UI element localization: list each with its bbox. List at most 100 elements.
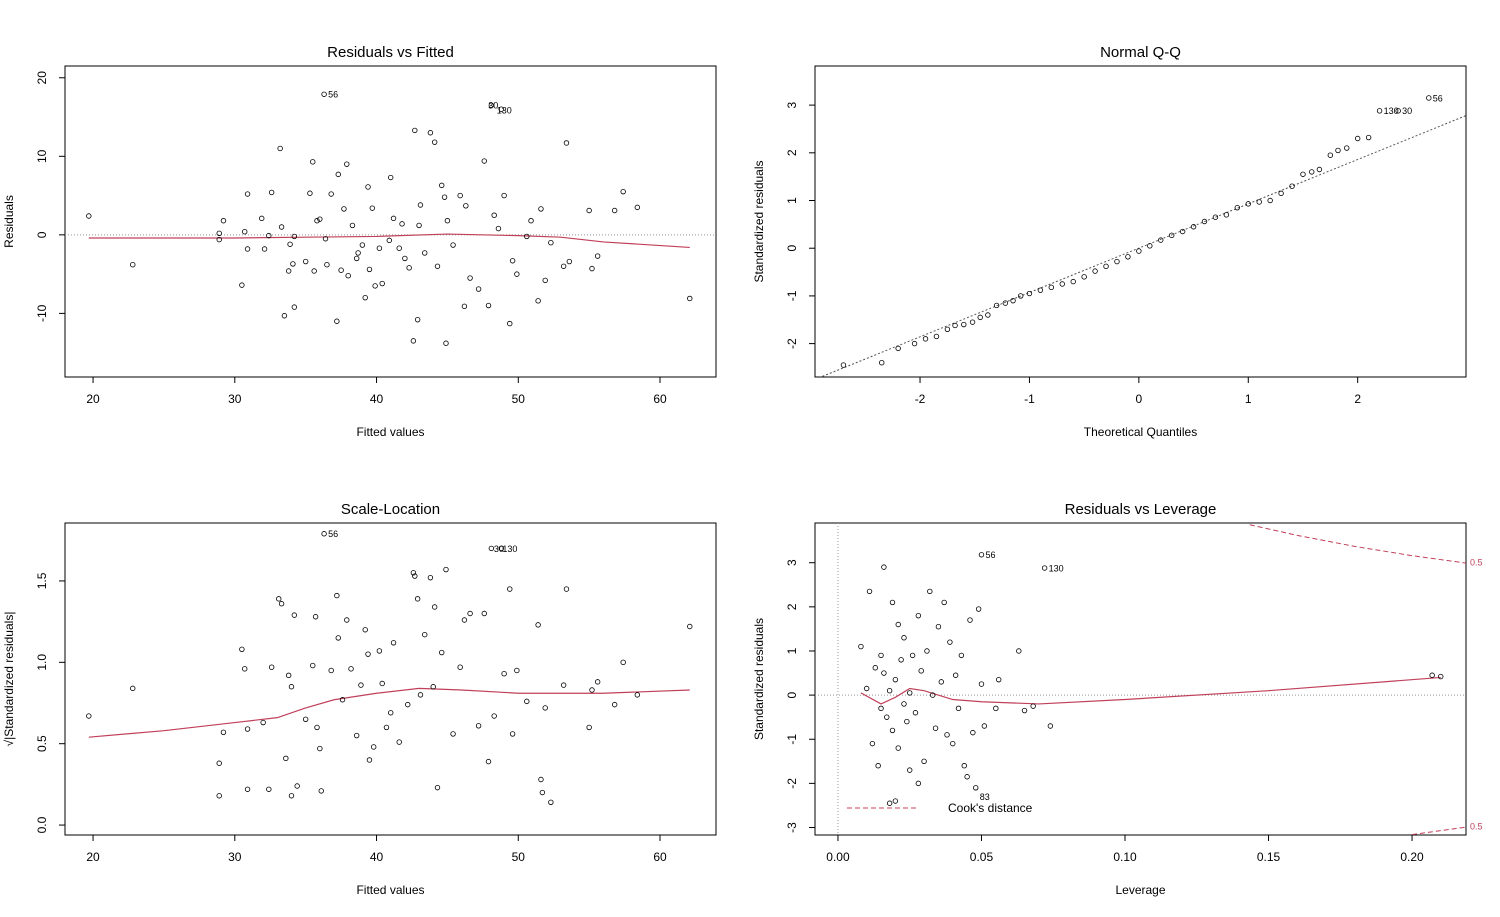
point [611,207,618,214]
point [266,786,272,792]
point [950,740,956,747]
point [514,667,520,674]
point [1047,723,1054,729]
point [548,240,554,246]
x-tick-label: 50 [512,850,526,864]
point [260,719,266,726]
point [302,716,309,722]
point [634,692,641,698]
point [410,570,417,576]
point-label: 56 [1433,93,1443,103]
point [895,345,901,352]
point [321,91,327,97]
point [1267,197,1273,204]
point [481,610,487,617]
chart-title: Residuals vs Leverage [1065,501,1217,518]
point [475,723,482,729]
point [242,666,248,672]
y-tick-label: -2 [785,338,799,349]
point [1212,214,1219,220]
point [498,545,504,552]
x-axis-label: Leverage [1115,883,1165,897]
point [359,242,366,248]
point [450,731,456,737]
point [1289,183,1295,189]
point [1316,166,1323,173]
point [416,222,422,229]
point [422,631,428,638]
smooth-line [860,676,1441,705]
point [427,130,434,136]
x-tick-label: 0.15 [1257,850,1281,864]
point [288,793,295,799]
point [1147,243,1153,249]
point [290,261,296,267]
point [969,319,976,325]
point [538,206,544,212]
x-tick-label: -1 [1024,392,1035,406]
point [970,729,976,736]
y-tick-label: 10 [35,149,49,163]
point [915,612,922,619]
point [348,666,354,672]
point [310,662,316,669]
point [952,672,959,678]
point [318,788,324,794]
point [909,652,916,659]
point [863,685,870,692]
point [892,798,899,804]
point [911,340,918,347]
point [901,635,907,641]
point [1059,281,1065,287]
point [399,221,405,227]
point [461,303,468,310]
point [996,676,1002,683]
point [560,682,567,688]
y-tick-label: -3 [785,822,799,833]
y-tick-label: 1.5 [35,572,49,589]
point [955,705,962,712]
point [941,599,947,606]
point [935,624,942,630]
point [341,206,347,212]
point [869,740,876,747]
point-label: 130 [502,544,517,554]
point [410,338,417,344]
point [1103,263,1109,270]
point [560,263,567,269]
point [872,665,878,671]
y-tick-label: 0 [35,231,49,238]
point [310,159,316,165]
point-label: 130 [497,105,512,115]
x-tick-label: 0.10 [1113,850,1137,864]
point [927,588,933,595]
point [1256,199,1262,205]
point [285,672,292,679]
point [268,664,275,670]
point [566,258,573,265]
point [216,236,222,243]
point [485,758,492,765]
point [967,617,973,623]
point [443,566,449,573]
point [353,732,360,739]
point [130,261,136,268]
smooth-line [88,687,690,738]
point [978,552,985,558]
point [1190,224,1197,230]
x-tick-label: 1 [1245,392,1252,406]
point [427,574,434,581]
point [239,282,245,288]
point [932,725,939,731]
point [1426,95,1432,101]
y-tick-label: 3 [785,101,799,108]
point [879,359,885,366]
point [434,263,441,269]
point [886,800,893,806]
point [439,649,445,656]
point [362,627,368,633]
point [339,697,346,703]
point [287,241,293,247]
cooks-contour [1249,524,1466,564]
point [915,780,922,787]
